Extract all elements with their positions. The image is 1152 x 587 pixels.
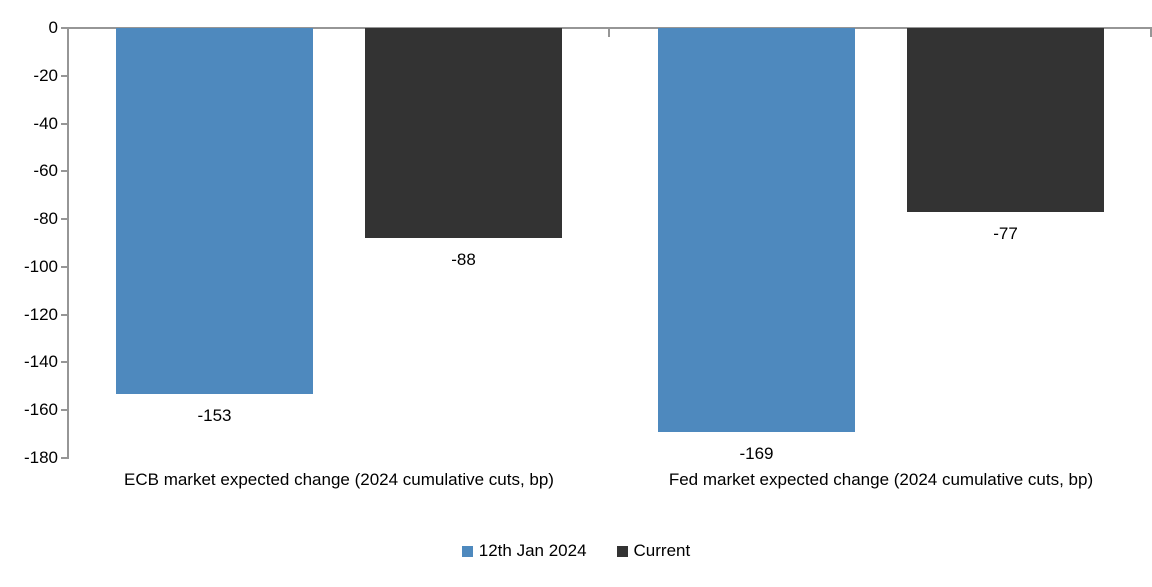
legend-item: 12th Jan 2024 [461, 541, 587, 561]
bar-ecb-jan12 [116, 28, 313, 394]
category-label: ECB market expected change (2024 cumulat… [124, 470, 554, 489]
legend: 12th Jan 2024 Current [0, 541, 1152, 561]
bar-fed-jan12 [658, 28, 855, 432]
y-tick-mark [61, 265, 67, 268]
y-tick-mark [61, 409, 67, 412]
y-tick-label: -100 [23, 256, 58, 276]
y-tick-mark [61, 457, 67, 459]
x-axis-zero-line [67, 27, 1152, 29]
category-tick-mark [1150, 29, 1152, 37]
y-tick-mark [61, 170, 67, 173]
legend-label: Current [633, 541, 691, 560]
y-tick-label: -20 [33, 65, 58, 85]
y-tick-mark [61, 313, 67, 316]
y-tick-label: -80 [33, 209, 58, 229]
y-tick-label: -40 [33, 113, 58, 133]
legend-swatch-icon [616, 545, 628, 557]
category-tick-mark [608, 29, 610, 37]
y-tick-mark [61, 218, 67, 221]
y-axis-line [67, 27, 69, 459]
y-tick-label: -120 [23, 304, 58, 324]
y-tick-mark [61, 27, 67, 29]
data-label: -153 [197, 405, 232, 425]
legend-swatch-icon [461, 545, 473, 557]
bar-ecb-current [365, 28, 562, 239]
y-tick-label: 0 [48, 18, 58, 37]
y-tick-label: -180 [23, 448, 58, 467]
category-label: Fed market expected change (2024 cumulat… [668, 470, 1094, 489]
y-tick-label: -140 [23, 352, 58, 372]
bar-fed-current [907, 28, 1104, 212]
data-label: -169 [739, 443, 774, 463]
legend-label: 12th Jan 2024 [478, 541, 587, 560]
y-tick-label: -60 [33, 161, 58, 181]
y-tick-mark [61, 122, 67, 125]
y-tick-mark [61, 74, 67, 77]
y-tick-mark [61, 361, 67, 364]
data-label: -77 [993, 223, 1018, 243]
legend-item: Current [616, 541, 691, 561]
y-tick-label: -160 [23, 400, 58, 420]
data-label: -88 [451, 250, 476, 270]
